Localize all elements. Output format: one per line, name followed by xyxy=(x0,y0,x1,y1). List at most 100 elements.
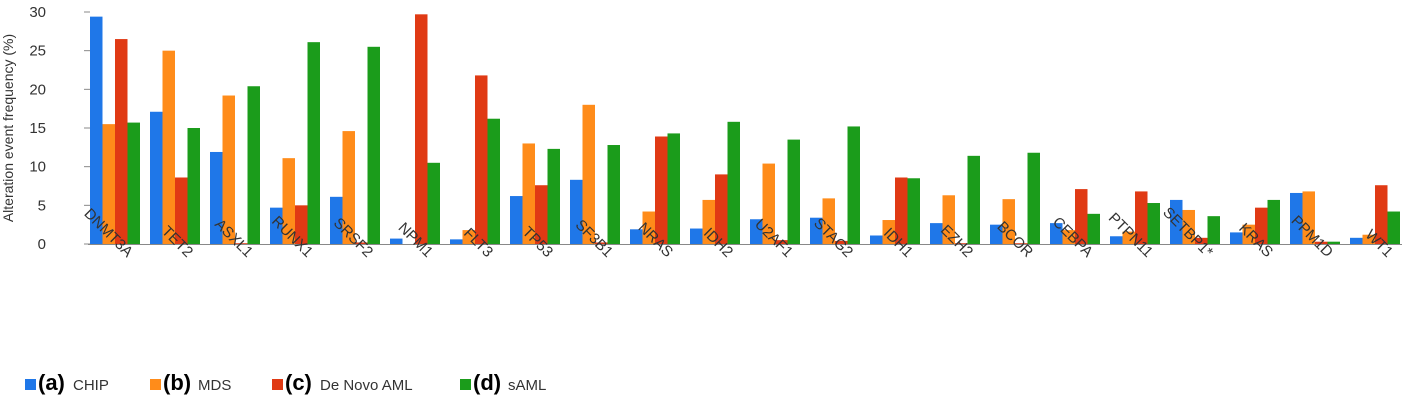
bar xyxy=(1242,224,1255,244)
bar xyxy=(1050,223,1063,244)
bar xyxy=(1207,216,1220,244)
legend-letter: (d) xyxy=(473,370,501,395)
bar xyxy=(547,148,560,244)
bar xyxy=(1290,192,1303,244)
bar xyxy=(715,174,728,244)
bar xyxy=(1002,199,1015,244)
legend-label: sAML xyxy=(508,377,546,394)
bar xyxy=(822,198,835,244)
bar xyxy=(655,136,668,244)
bar xyxy=(330,196,343,244)
bar xyxy=(427,162,440,244)
y-tick-label: 30 xyxy=(29,4,46,21)
bars xyxy=(90,14,1400,245)
bar xyxy=(450,239,463,244)
y-tick-label: 0 xyxy=(38,236,46,253)
bar xyxy=(895,177,908,244)
bar xyxy=(270,207,283,244)
legend: (a) CHIP (b) MDS (c) De Novo AML (d) sAML xyxy=(25,370,546,395)
legend-letter: (b) xyxy=(163,370,191,395)
bar xyxy=(835,240,848,244)
bar xyxy=(630,229,643,244)
legend-swatch xyxy=(25,379,36,390)
bar xyxy=(1267,199,1280,244)
bar xyxy=(955,243,968,244)
bar xyxy=(115,39,128,244)
bar xyxy=(90,16,103,244)
bar xyxy=(702,199,715,244)
bar xyxy=(570,179,583,244)
bar xyxy=(1122,231,1135,244)
y-tick-label: 25 xyxy=(29,43,46,60)
bar xyxy=(235,243,248,244)
bar xyxy=(187,128,200,244)
bar xyxy=(1135,191,1148,244)
bar xyxy=(1362,234,1375,244)
bar xyxy=(1027,152,1040,244)
legend-swatch xyxy=(460,379,471,390)
bar xyxy=(1387,211,1400,244)
legend-letter: (a) xyxy=(38,370,65,395)
bar xyxy=(1255,207,1268,244)
bar xyxy=(882,220,895,244)
bar xyxy=(775,240,788,244)
bar xyxy=(1075,189,1088,244)
bar xyxy=(1315,241,1328,244)
bar xyxy=(642,211,655,244)
bar xyxy=(930,223,943,244)
bar xyxy=(1170,199,1183,244)
bar xyxy=(535,185,548,244)
bar xyxy=(367,46,380,244)
bar xyxy=(355,242,368,244)
bar xyxy=(1110,236,1123,244)
bar xyxy=(787,139,800,244)
bar xyxy=(342,131,355,244)
legend-swatch xyxy=(150,379,161,390)
bar xyxy=(307,42,320,244)
legend-swatch xyxy=(272,379,283,390)
bar xyxy=(667,133,680,244)
bar xyxy=(1375,185,1388,244)
bar xyxy=(1062,230,1075,244)
bar xyxy=(942,195,955,244)
bar xyxy=(487,118,500,244)
legend-letter: (c) xyxy=(285,370,312,395)
bar xyxy=(175,177,188,244)
bar xyxy=(967,155,980,244)
bar xyxy=(390,238,403,244)
bar xyxy=(1195,237,1208,244)
bar xyxy=(990,224,1003,244)
bar xyxy=(750,219,763,244)
bar xyxy=(282,158,295,244)
bar xyxy=(1327,241,1340,244)
bar xyxy=(690,228,703,244)
bar xyxy=(1350,237,1363,244)
bar xyxy=(475,75,488,244)
bar xyxy=(127,122,140,244)
bar xyxy=(595,242,608,244)
bar xyxy=(582,104,595,244)
bar xyxy=(247,86,260,245)
bar xyxy=(1302,191,1315,244)
bar xyxy=(727,121,740,244)
bar xyxy=(462,230,475,244)
legend-label: De Novo AML xyxy=(320,377,413,394)
y-tick-label: 20 xyxy=(29,81,46,98)
bar xyxy=(295,205,308,244)
bar xyxy=(222,95,235,245)
legend-label: CHIP xyxy=(73,377,109,394)
bar xyxy=(810,217,823,244)
y-tick-label: 5 xyxy=(38,197,46,214)
bar xyxy=(522,143,535,244)
bar xyxy=(607,145,620,244)
bar xyxy=(1087,213,1100,244)
y-tick-label: 15 xyxy=(29,120,46,137)
bar xyxy=(162,50,175,244)
bar xyxy=(847,126,860,244)
bar xyxy=(907,178,920,244)
y-tick-label: 10 xyxy=(29,159,46,176)
bar xyxy=(762,163,775,244)
bar xyxy=(150,111,163,244)
bar xyxy=(1015,243,1028,244)
